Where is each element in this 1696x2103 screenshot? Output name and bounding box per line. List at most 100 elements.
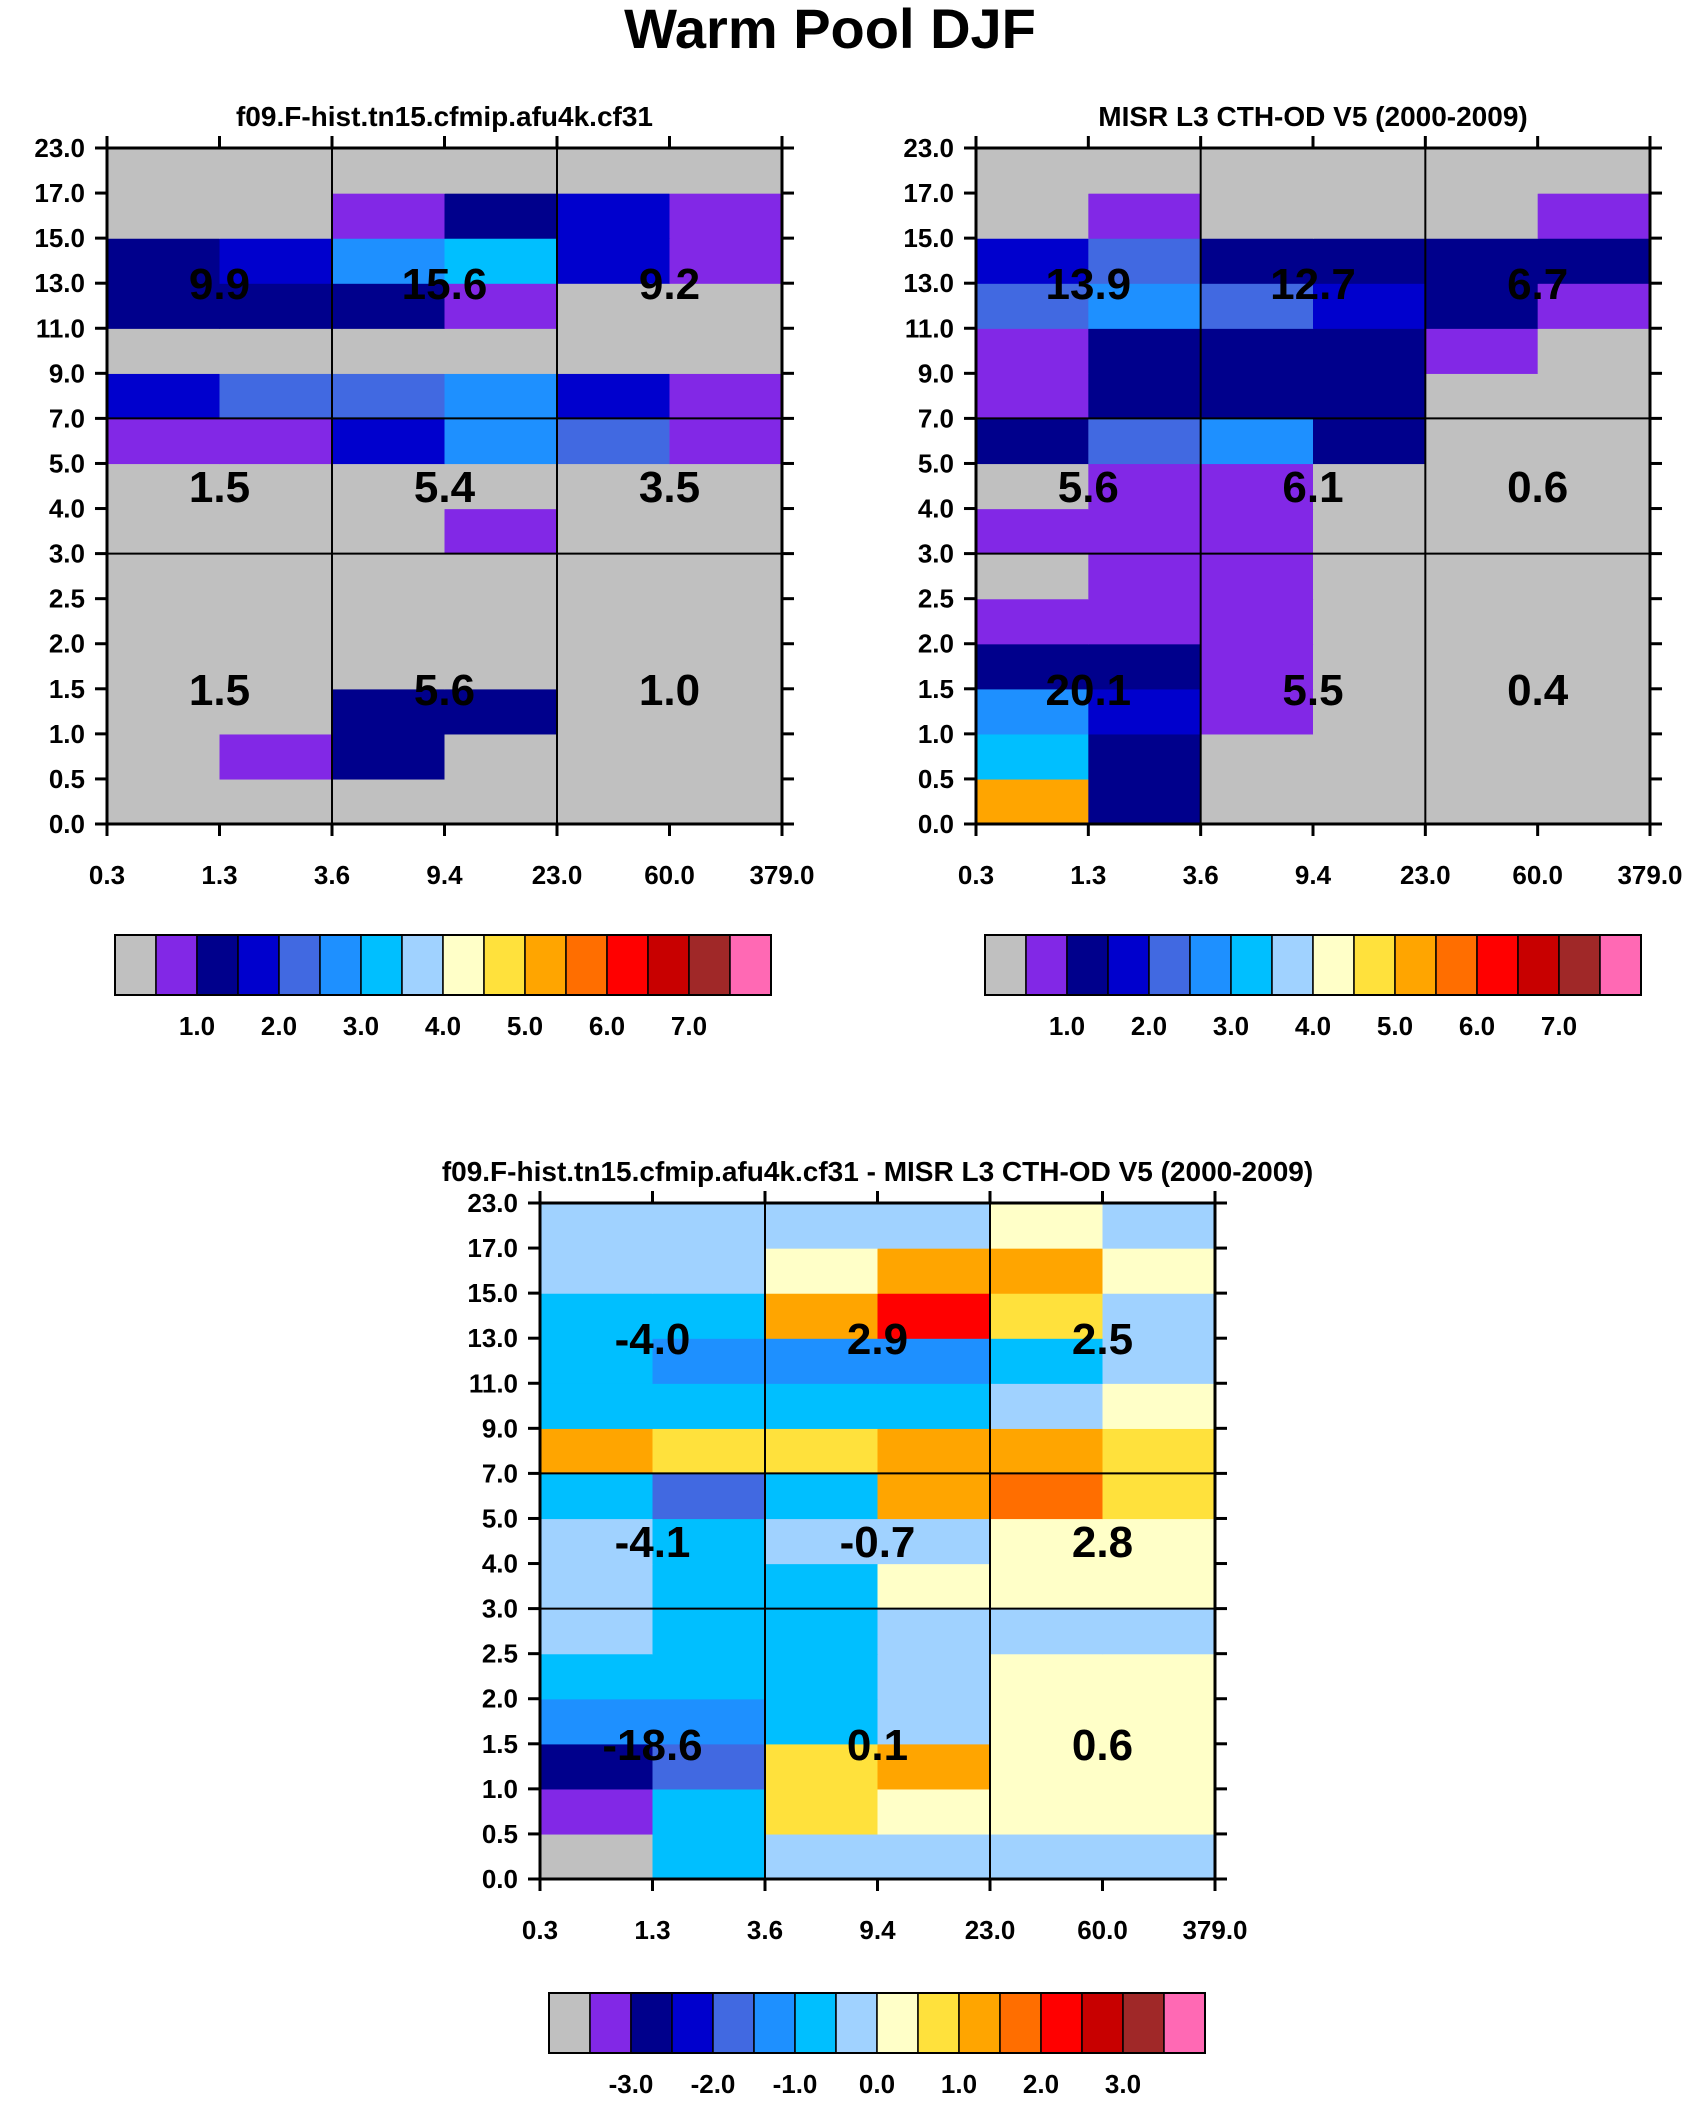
y-tick-label: 15.0 xyxy=(34,223,85,253)
x-tick-label: 9.4 xyxy=(1295,860,1332,890)
heatmap-cell xyxy=(1200,598,1314,645)
heatmap-cell xyxy=(1537,148,1651,194)
heatmap-cell xyxy=(1088,328,1202,374)
heatmap-cell xyxy=(877,1338,991,1384)
colorbar-swatch xyxy=(729,934,772,996)
colorbar-swatch xyxy=(483,934,526,996)
heatmap-cell xyxy=(1313,553,1426,600)
heatmap-cell xyxy=(540,1338,654,1384)
block-total-label: 2.8 xyxy=(1072,1518,1133,1567)
heatmap-cell xyxy=(1537,193,1651,239)
heatmap-cell xyxy=(219,598,333,645)
heatmap-cell xyxy=(1313,283,1426,329)
heatmap-cell xyxy=(444,553,558,600)
heatmap-cell xyxy=(990,1293,1104,1339)
colorbar-label: 6.0 xyxy=(589,1011,625,1041)
heatmap-cell xyxy=(1102,1743,1216,1790)
heatmap-cell xyxy=(219,283,333,329)
heatmap-cell xyxy=(444,148,558,194)
heatmap-cell xyxy=(877,1743,991,1790)
heatmap-cell xyxy=(1425,463,1539,510)
heatmap-cell xyxy=(107,283,221,329)
block-total-label: 6.1 xyxy=(1282,463,1343,512)
heatmap-cell xyxy=(976,643,1089,690)
y-tick-label: 15.0 xyxy=(903,223,954,253)
heatmap-cell xyxy=(669,283,783,329)
heatmap-cell xyxy=(1200,193,1314,239)
x-tick-label: 23.0 xyxy=(965,1915,1016,1945)
heatmap-cell xyxy=(1537,283,1651,329)
heatmap-cell xyxy=(540,1833,654,1880)
colorbar-swatch xyxy=(1081,1992,1124,2054)
heatmap-cell xyxy=(765,1743,879,1790)
chart-panel-1: 0.0 0.5 1.0 1.5 2.0 2.5 3.0 4.0 5.0 7.0 9.0 11.0 13.… xyxy=(34,101,814,1041)
colorbar-swatch xyxy=(1517,934,1560,996)
heatmap-cell xyxy=(1537,508,1651,555)
heatmap-cell xyxy=(1088,238,1202,284)
y-tick-label: 13.0 xyxy=(34,268,85,298)
y-tick-label: 0.5 xyxy=(49,764,85,794)
heatmap-cell xyxy=(1102,1518,1216,1565)
block-total-label: 0.6 xyxy=(1507,463,1568,512)
heatmap-cell xyxy=(877,1518,991,1565)
heatmap-cell xyxy=(652,1428,766,1474)
heatmap-cell xyxy=(1537,553,1651,600)
x-tick-label: 9.4 xyxy=(859,1915,896,1945)
heatmap-cell xyxy=(540,1473,654,1520)
heatmap-cell xyxy=(540,1248,654,1294)
colorbar-swatch xyxy=(548,1992,591,2054)
heatmap-cell xyxy=(540,1428,654,1474)
heatmap-cell xyxy=(332,643,446,690)
heatmap-cell xyxy=(1313,193,1426,239)
heatmap-cell xyxy=(669,553,783,600)
block-total-label: 2.9 xyxy=(847,1315,908,1364)
heatmap-cell xyxy=(765,1338,879,1384)
x-tick-label: 9.4 xyxy=(426,860,463,890)
colorbar-swatch xyxy=(278,934,321,996)
heatmap-cell xyxy=(219,193,333,239)
heatmap-cell xyxy=(1200,373,1314,419)
colorbar-swatch xyxy=(1025,934,1068,996)
heatmap-cell xyxy=(669,508,783,555)
heatmap-cell xyxy=(652,1788,766,1835)
heatmap-cell xyxy=(444,238,558,284)
heatmap-cell xyxy=(990,1563,1104,1610)
colorbar-swatch xyxy=(1353,934,1396,996)
y-tick-label: 3.0 xyxy=(49,539,85,569)
heatmap-cell xyxy=(669,733,783,780)
heatmap-cell xyxy=(652,1473,766,1520)
heatmap-cell xyxy=(1313,463,1426,510)
heatmap-cell xyxy=(1313,778,1426,825)
heatmap-cell xyxy=(332,148,446,194)
heatmap-cell xyxy=(1425,148,1539,194)
heatmap-cell xyxy=(1088,418,1202,465)
heatmap-cell xyxy=(1425,373,1539,419)
heatmap-cell xyxy=(1102,1698,1216,1745)
heatmap-cell xyxy=(1425,688,1539,735)
heatmap-cell xyxy=(990,1743,1104,1790)
heatmap-cell xyxy=(669,643,783,690)
heatmap-cell xyxy=(107,598,221,645)
y-tick-label: 2.0 xyxy=(49,629,85,659)
y-tick-label: 3.0 xyxy=(918,539,954,569)
heatmap-cell xyxy=(557,463,671,510)
colorbar-swatch xyxy=(1163,1992,1206,2054)
colorbar-swatch xyxy=(1476,934,1519,996)
colorbar-label: 1.0 xyxy=(1049,1011,1085,1041)
heatmap-cell xyxy=(219,148,333,194)
heatmap-cell xyxy=(332,193,446,239)
colorbar-swatch xyxy=(1435,934,1478,996)
heatmap-cell xyxy=(332,553,446,600)
heatmap-cell xyxy=(1200,283,1314,329)
heatmap-cell xyxy=(1537,418,1651,465)
heatmap-cell xyxy=(976,463,1089,510)
colorbar-label: 4.0 xyxy=(425,1011,461,1041)
colorbar-label: 3.0 xyxy=(1105,2069,1141,2099)
colorbar-swatch xyxy=(753,1992,796,2054)
heatmap-cell xyxy=(219,553,333,600)
heatmap-cell xyxy=(557,733,671,780)
y-tick-label: 9.0 xyxy=(49,358,85,388)
y-tick-label: 23.0 xyxy=(903,133,954,163)
heatmap-cell xyxy=(652,1383,766,1429)
heatmap-cell xyxy=(877,1203,991,1249)
